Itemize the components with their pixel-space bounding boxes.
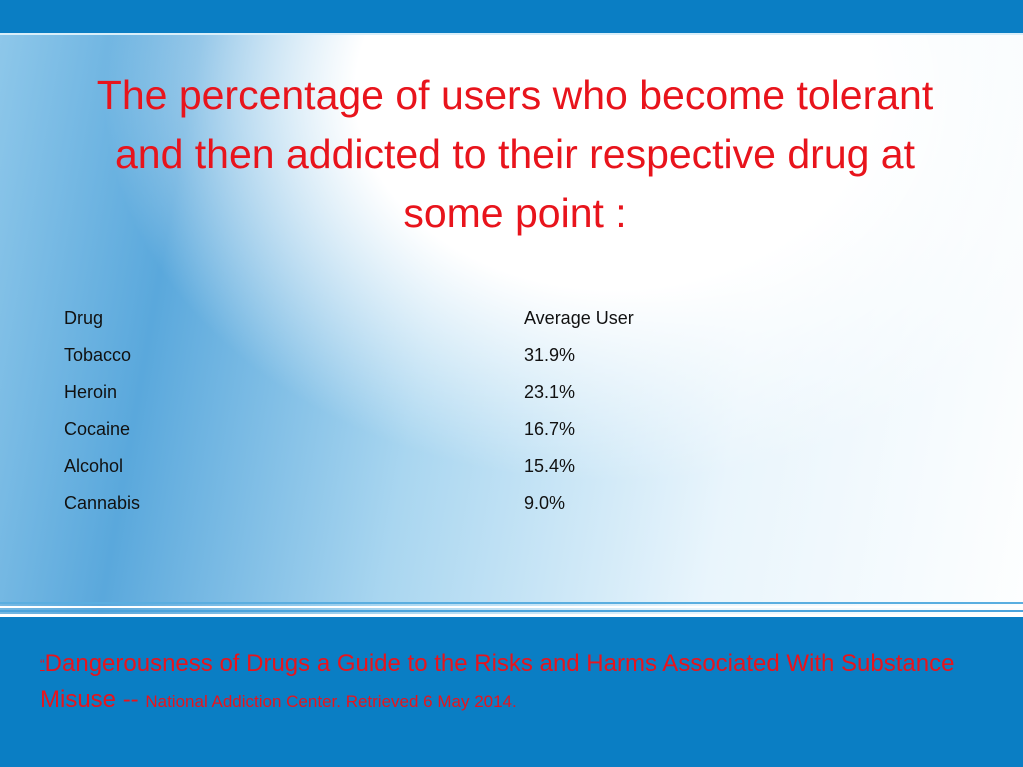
citation-title: Dangerousness of Drugs a Guide to the Ri…	[40, 650, 955, 713]
drug-name: Heroin	[64, 382, 118, 402]
citation-quote-link[interactable]: “	[40, 656, 45, 672]
drug-name: Alcohol	[64, 456, 124, 476]
table-row: Cannabis 9.0%	[64, 485, 684, 522]
drug-name: Cannabis	[64, 493, 141, 513]
table-row: Alcohol 15.4%	[64, 448, 684, 485]
top-bar	[0, 0, 1023, 33]
header-drug: Drug	[64, 308, 104, 328]
table-header-row: Drug Average User	[64, 300, 684, 337]
header-average-user: Average User	[524, 308, 634, 328]
drug-name: Tobacco	[64, 345, 132, 365]
table-row: Cocaine 16.7%	[64, 411, 684, 448]
citation: “Dangerousness of Drugs a Guide to the R…	[40, 646, 990, 720]
footer-stripe	[0, 610, 1023, 612]
drug-name: Cocaine	[64, 419, 131, 439]
drug-percentage: 31.9%	[524, 345, 576, 365]
drug-percentage: 23.1%	[524, 382, 576, 402]
drug-addiction-table: Drug Average User Tobacco 31.9% Heroin 2…	[64, 300, 684, 522]
slide-title: The percentage of users who become toler…	[96, 72, 934, 236]
footer-stripe	[0, 606, 1023, 608]
drug-percentage: 9.0%	[524, 493, 566, 513]
table-row: Heroin 23.1%	[64, 374, 684, 411]
drug-percentage: 15.4%	[524, 456, 576, 476]
footer-stripe	[0, 614, 1023, 617]
citation-source: National Addiction Center. Retrieved 6 M…	[145, 692, 517, 711]
footer-band	[0, 617, 1023, 767]
top-bar-divider	[0, 33, 1023, 35]
table-row: Tobacco 31.9%	[64, 337, 684, 374]
drug-percentage: 16.7%	[524, 419, 576, 439]
footer-stripe	[0, 602, 1023, 604]
